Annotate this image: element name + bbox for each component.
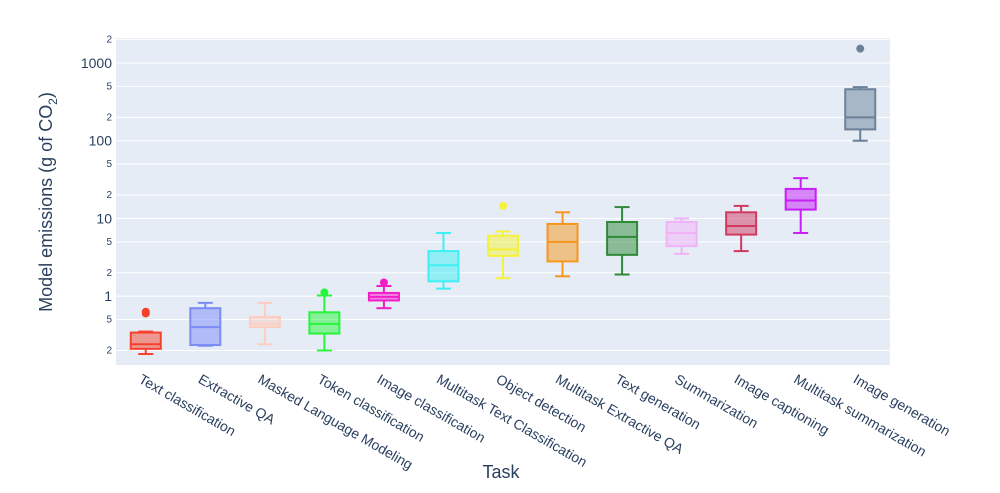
outlier-point xyxy=(141,307,150,316)
y-axis-title: Model emissions (g of CO2) xyxy=(36,92,60,312)
box-12 xyxy=(784,177,817,234)
y-tick-label: 5 xyxy=(106,237,112,248)
y-tick-label: 2 xyxy=(106,190,112,201)
outlier-point xyxy=(856,44,865,53)
box-7 xyxy=(487,201,519,280)
y-tick-label: 2 xyxy=(106,268,112,279)
plot-background xyxy=(116,38,890,365)
outlier-point xyxy=(320,288,329,297)
box-2 xyxy=(189,301,222,347)
box-8 xyxy=(546,211,579,278)
box-iqr xyxy=(248,315,281,329)
x-tick-label: Image generation xyxy=(851,371,953,439)
box-5 xyxy=(367,278,400,310)
y-tick-label: 10 xyxy=(96,210,112,226)
box-9 xyxy=(606,206,639,276)
box-iqr xyxy=(665,221,698,248)
y-tick-label: 5 xyxy=(106,81,112,92)
y-axis-ticks: 2 5 1 2 5 10 2 5 100 2 5 1000 2 xyxy=(81,35,113,357)
y-axis-title-close: ) xyxy=(36,92,56,98)
y-tick-label: 1 xyxy=(104,288,112,304)
y-tick-label: 5 xyxy=(106,159,112,170)
box-1 xyxy=(129,307,162,356)
y-tick-label: 2 xyxy=(106,345,112,356)
y-axis-title-subscript: 2 xyxy=(46,98,60,105)
box-series xyxy=(129,44,877,356)
y-tick-label: 100 xyxy=(89,133,113,149)
box-3 xyxy=(248,301,281,346)
box-4 xyxy=(308,288,341,352)
x-tick-label: Image classification xyxy=(374,371,488,446)
box-iqr xyxy=(427,250,460,283)
box-iqr xyxy=(487,234,519,257)
box-iqr xyxy=(129,331,162,350)
box-6 xyxy=(427,231,460,290)
y-tick-label: 5 xyxy=(106,315,112,326)
y-axis-title-main: Model emissions (g of CO xyxy=(36,105,56,312)
x-axis-title: Task xyxy=(482,462,520,482)
y-tick-label: 2 xyxy=(106,35,112,46)
box-iqr xyxy=(725,211,758,236)
outlier-point xyxy=(499,201,507,210)
box-11 xyxy=(725,204,758,253)
box-10 xyxy=(665,217,698,255)
y-tick-label: 1000 xyxy=(81,55,112,71)
y-tick-label: 2 xyxy=(106,112,112,123)
box-iqr xyxy=(844,88,877,131)
box-iqr xyxy=(784,187,817,211)
box-iqr xyxy=(606,221,639,256)
outlier-point xyxy=(379,278,388,287)
box-13 xyxy=(844,44,877,142)
